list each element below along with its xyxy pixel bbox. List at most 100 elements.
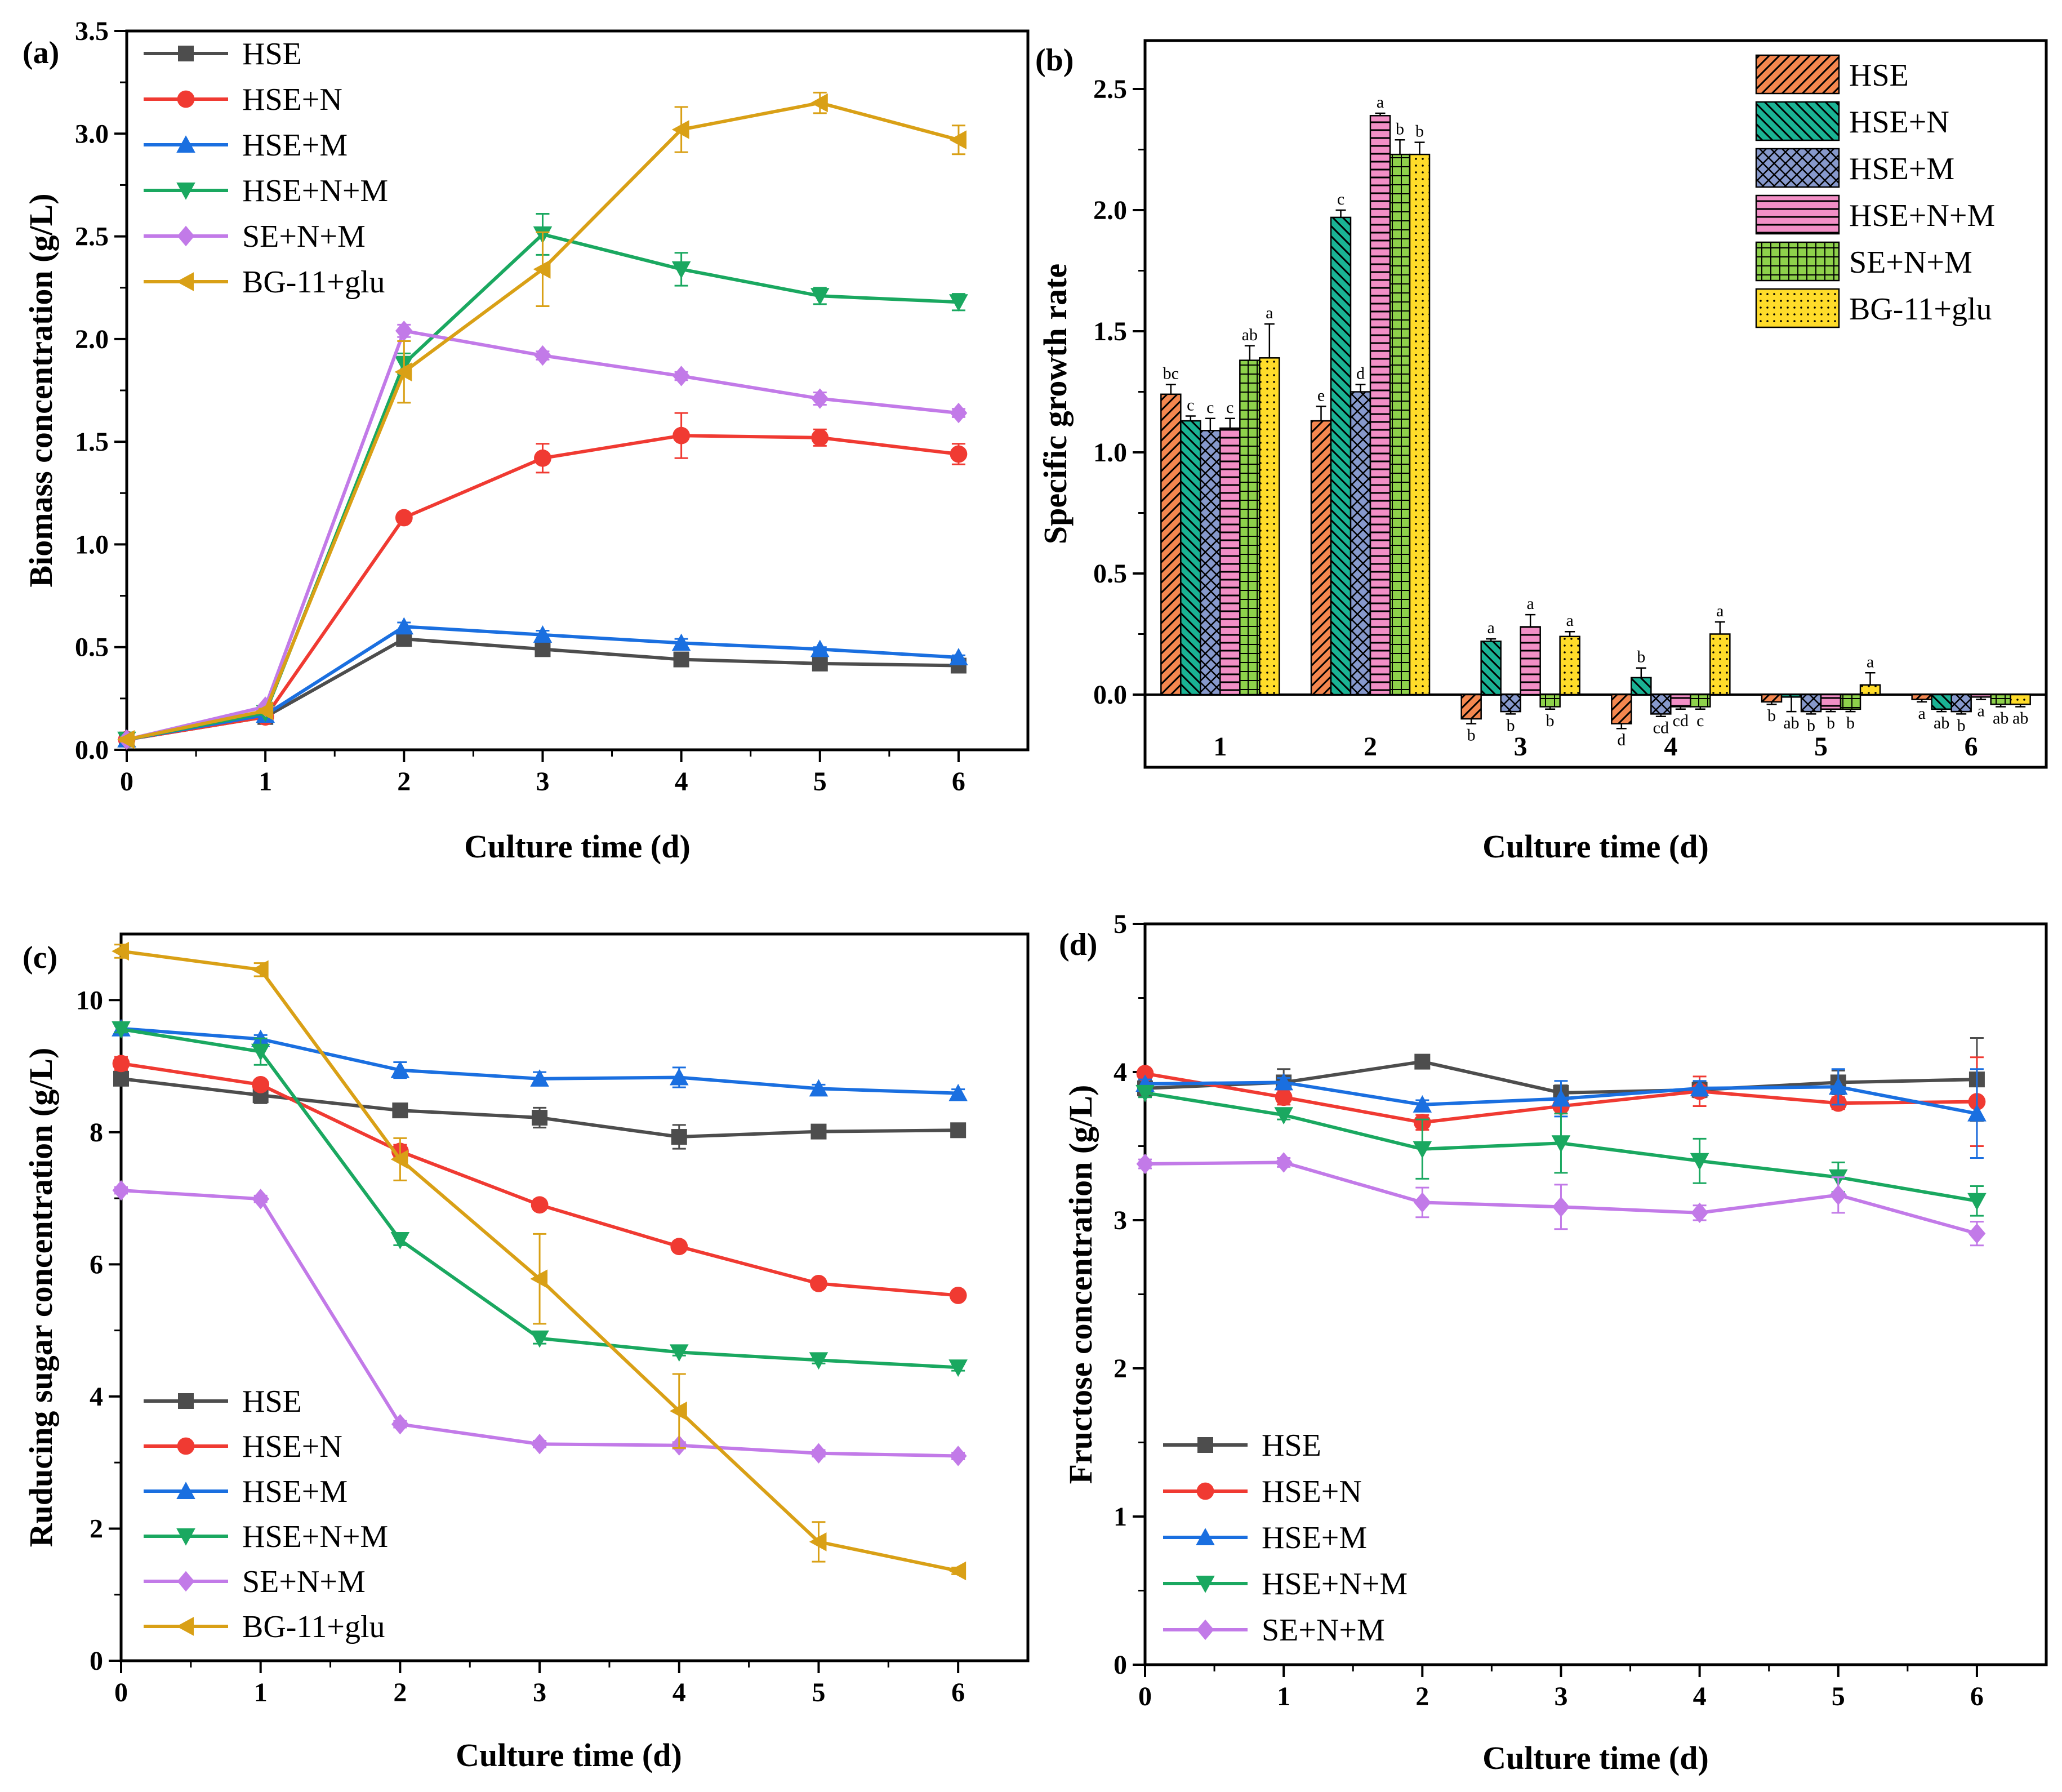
data-point-hse-plus-m bbox=[1967, 1104, 1987, 1122]
legend-c: HSE HSE+N HSE+M HSE+N+M SE+N+M BG-11+glu bbox=[144, 1384, 388, 1644]
significance-letter: c bbox=[1226, 398, 1233, 417]
bar-error-hse-plus-n-plus-m bbox=[1375, 112, 1386, 116]
data-point-hse-plus-m bbox=[1690, 1079, 1709, 1096]
legend-marker-se-plus-n-plus-m bbox=[1196, 1619, 1214, 1640]
legend-label-hse: HSE bbox=[242, 1384, 302, 1419]
data-point-hse-plus-n-plus-m bbox=[1690, 1153, 1709, 1171]
data-point-hse bbox=[673, 651, 689, 668]
bar-error-bg-11-plus-glu bbox=[2015, 704, 2026, 708]
bar-se-plus-n-plus-m bbox=[1690, 693, 1711, 708]
bar-hse-plus-n-plus-m bbox=[1820, 693, 1842, 710]
panel-d-fructose: (d) 0 1 2 3 4 5 6 0 1 2 3 4 5 HSE HSE+N HSE+M HSE+N+M SE… bbox=[1059, 909, 2048, 1776]
data-point-hse bbox=[113, 1070, 129, 1087]
bar-error-hse-plus-n-plus-m bbox=[1224, 417, 1235, 428]
bar-error-se-plus-n-plus-m bbox=[1545, 706, 1556, 710]
y-axis-label: Biomass concentration (g/L) bbox=[23, 193, 59, 587]
y-tick-label: 3.0 bbox=[75, 119, 109, 149]
x-tick-label: 4 bbox=[673, 1678, 686, 1707]
bar-hse-plus-m bbox=[1800, 693, 1822, 713]
x-category-label: 5 bbox=[1814, 732, 1828, 762]
data-point-hse-plus-n bbox=[810, 1274, 827, 1292]
bar-error-bg-11-plus-glu bbox=[1414, 141, 1425, 155]
data-point-bg-11-plus-glu bbox=[394, 362, 412, 381]
axes-b: 0.0 0.5 1.0 1.5 2.0 2.5 1 2 3 4 5 6 bbox=[1093, 74, 2046, 762]
x-tick-label: 1 bbox=[259, 767, 272, 797]
data-point-se-plus-n-plus-m bbox=[395, 321, 413, 341]
panel-c-reducing-sugar: (c) 0 1 2 3 4 5 6 0 2 4 6 8 10 HSE HSE+N HSE+M HSE+N+M S… bbox=[23, 932, 1030, 1773]
x-tick-label: 6 bbox=[1970, 1682, 1984, 1711]
legend-marker-hse-plus-n bbox=[177, 90, 195, 108]
data-point-hse-plus-m bbox=[810, 639, 830, 657]
data-point-hse bbox=[532, 1110, 548, 1126]
series-line-se-plus-n-plus-m bbox=[126, 328, 959, 741]
bar-error-se-plus-n-plus-m bbox=[1244, 345, 1255, 361]
legend-label-hse-plus-m: HSE+M bbox=[242, 128, 348, 163]
x-axis-label: Culture time (d) bbox=[1482, 828, 1709, 865]
panel-label: (a) bbox=[23, 35, 59, 70]
x-category-label: 6 bbox=[1965, 732, 1978, 762]
x-tick-label: 2 bbox=[1415, 1682, 1429, 1711]
data-point-se-plus-n-plus-m bbox=[673, 366, 691, 386]
significance-letter: b bbox=[1807, 716, 1815, 735]
bar-error-hse bbox=[1165, 384, 1176, 394]
data-point-hse-plus-n bbox=[112, 1055, 130, 1073]
legend-label-hse-plus-m: HSE+M bbox=[242, 1474, 348, 1509]
y-tick-label: 0 bbox=[90, 1646, 103, 1676]
data-point-hse bbox=[812, 655, 828, 672]
x-tick-label: 5 bbox=[1832, 1682, 1845, 1711]
data-point-se-plus-n-plus-m bbox=[810, 1443, 827, 1464]
data-point-bg-11-plus-glu bbox=[251, 960, 269, 980]
legend-swatch-hse-plus-n bbox=[1755, 101, 1840, 141]
legend-swatch-se-plus-n-plus-m bbox=[1755, 241, 1840, 282]
legend-label-bg-11-plus-glu: BG-11+glu bbox=[242, 1609, 385, 1644]
significance-letter: b bbox=[1546, 712, 1555, 730]
data-point-hse-plus-n bbox=[670, 1238, 688, 1256]
significance-letter: ab bbox=[2012, 709, 2028, 728]
bar-error-hse-plus-n bbox=[1185, 415, 1196, 421]
bar-hse-plus-n-plus-m bbox=[1369, 115, 1391, 696]
x-category-label: 3 bbox=[1514, 732, 1527, 762]
legend-label-hse-plus-m: HSE+M bbox=[1849, 152, 1954, 186]
data-point-hse bbox=[810, 1123, 827, 1140]
legend-marker-hse bbox=[1197, 1437, 1213, 1453]
data-point-hse-plus-n-plus-m bbox=[810, 288, 830, 306]
significance-letter: a bbox=[1488, 619, 1495, 637]
data-point-se-plus-n-plus-m bbox=[949, 1446, 967, 1466]
bar-error-hse bbox=[1766, 701, 1777, 705]
legend-label-hse-plus-n-plus-m: HSE+N+M bbox=[1849, 198, 1995, 233]
significance-letter: d bbox=[1617, 731, 1625, 749]
bar-se-plus-n-plus-m bbox=[1990, 693, 2011, 705]
y-tick-label: 5 bbox=[1114, 909, 1127, 939]
axes-c: 0 1 2 3 4 5 6 0 2 4 6 8 10 bbox=[76, 985, 965, 1707]
y-tick-label: 2.5 bbox=[75, 222, 109, 252]
bar-error-hse-plus-m bbox=[1655, 714, 1666, 717]
bar-error-hse-plus-n-plus-m bbox=[1825, 709, 1836, 713]
bar-error-bg-11-plus-glu bbox=[1714, 621, 1725, 634]
x-tick-label: 1 bbox=[1277, 1682, 1290, 1711]
bar-se-plus-n-plus-m bbox=[1840, 693, 1861, 710]
bar-error-hse-plus-n-plus-m bbox=[1675, 706, 1686, 710]
x-category-label: 1 bbox=[1213, 732, 1227, 762]
data-point-hse-plus-m bbox=[809, 1079, 829, 1097]
x-tick-label: 4 bbox=[675, 767, 688, 797]
data-point-hse-plus-m bbox=[533, 625, 553, 643]
legend-label-se-plus-n-plus-m: SE+N+M bbox=[1849, 245, 1972, 280]
legend-marker-hse-plus-n-plus-m bbox=[176, 183, 195, 200]
legend-label-hse-plus-n: HSE+N bbox=[1262, 1474, 1362, 1509]
data-point-hse-plus-n-plus-m bbox=[948, 1359, 968, 1377]
legend-swatch-hse-plus-n-plus-m bbox=[1755, 194, 1840, 235]
x-tick-label: 1 bbox=[254, 1678, 268, 1707]
legend-label-hse-plus-n-plus-m: HSE+N+M bbox=[242, 174, 388, 208]
data-point-se-plus-n-plus-m bbox=[1413, 1192, 1431, 1213]
data-point-bg-11-plus-glu bbox=[390, 1150, 408, 1169]
significance-letter: b bbox=[1637, 648, 1645, 666]
legend-label-hse: HSE bbox=[1849, 58, 1909, 93]
significance-letter: c bbox=[1187, 396, 1194, 415]
y-axis-label: Specific growth rate bbox=[1037, 264, 1074, 544]
bar-hse-plus-n-plus-m bbox=[1520, 626, 1541, 696]
x-tick-label: 6 bbox=[952, 767, 965, 797]
y-tick-label: 0.5 bbox=[75, 633, 109, 662]
bar-hse-plus-m bbox=[1650, 693, 1672, 715]
legend-label-hse: HSE bbox=[1262, 1428, 1321, 1463]
significance-letter: cd bbox=[1673, 712, 1689, 730]
